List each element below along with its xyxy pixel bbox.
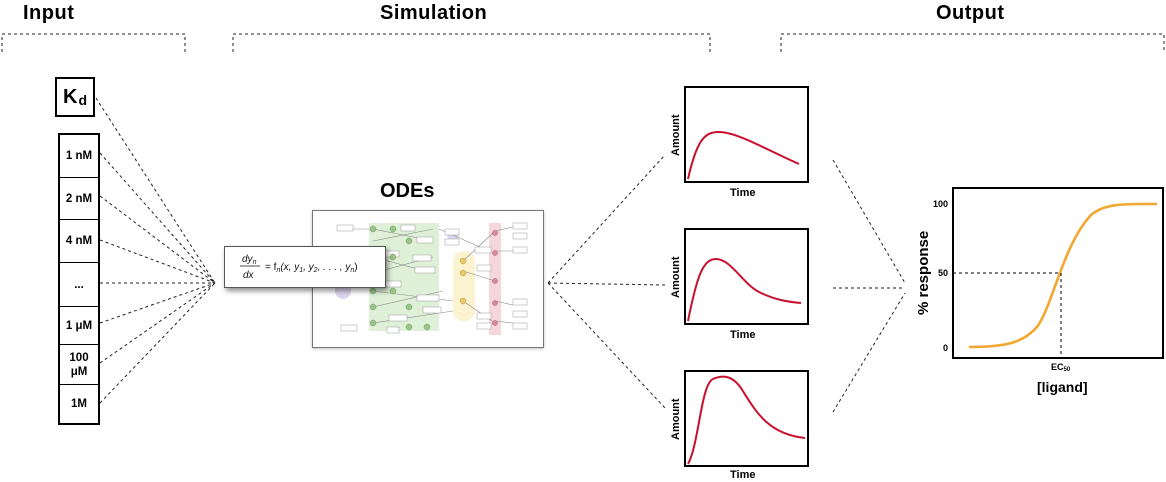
eq-rhs-start: = f xyxy=(265,262,277,273)
svg-text:EC50: EC50 xyxy=(1051,362,1071,373)
eq-args-1: 1 xyxy=(299,267,303,274)
eq-lhs-numerator: dy xyxy=(242,254,254,265)
eq-rhs-sub: n xyxy=(276,267,280,274)
time-course-curve xyxy=(687,375,806,465)
time-course-xlabel: Time xyxy=(730,469,755,481)
dose-response-plot: 100 50 0 % response EC50 [ligand] xyxy=(915,187,1164,395)
section-title-input: Input xyxy=(23,2,75,24)
ec50-label: EC xyxy=(1051,362,1064,372)
time-course-plot-2: Amount Time xyxy=(670,228,809,341)
bracket-output xyxy=(780,33,1165,52)
eq-args-start: (x, y xyxy=(280,262,300,273)
section-title-simulation: Simulation xyxy=(380,2,488,24)
time-course-ylabel: Amount xyxy=(670,256,682,298)
kd-label: K xyxy=(62,85,78,108)
time-course-curve xyxy=(687,130,800,180)
eq-args-n: n xyxy=(350,267,354,274)
concentration-item: 1 μM xyxy=(60,307,98,345)
concentration-item: 1 nM xyxy=(60,135,98,178)
eq-args-2: 2 xyxy=(313,267,318,274)
time-course-xlabel: Time xyxy=(730,329,755,341)
time-course-curve xyxy=(687,257,802,322)
time-course-xlabel: Time xyxy=(730,187,755,199)
eq-lhs-numerator-sub: n xyxy=(253,259,257,266)
kd-subscript: d xyxy=(78,92,87,108)
concentration-item: ... xyxy=(60,263,98,307)
time-course-plot-3: Amount Time xyxy=(670,370,809,481)
dose-response-ylabel: % response xyxy=(915,231,932,315)
bracket-simulation xyxy=(232,33,711,52)
concentration-list: 1 nM 2 nM 4 nM ... 1 μM 100 μM 1M xyxy=(58,133,100,425)
time-course-plot-1: Amount Time xyxy=(670,86,809,199)
eq-args-tail: , . . . , y xyxy=(318,262,352,273)
svg-text:= fn(x, y1, y2, . . . , yn): = fn(x, y1, y2, . . . , yn) xyxy=(265,262,358,274)
eq-lhs-denominator: dx xyxy=(243,270,255,281)
concentration-item: 1M xyxy=(71,398,87,410)
y-tick-100: 100 xyxy=(933,199,948,209)
eq-args-sep: , y xyxy=(303,262,315,273)
dose-response-curve xyxy=(968,202,1158,349)
dose-response-xlabel: [ligand] xyxy=(1037,379,1088,395)
eq-close: ) xyxy=(354,262,357,273)
concentration-item: 100 μM xyxy=(60,345,98,385)
ode-equation: dyn dx = fn(x, y1, y2, . . . , yn) xyxy=(240,254,358,281)
y-tick-50: 50 xyxy=(938,268,948,278)
section-title-output: Output xyxy=(936,2,1005,24)
time-course-ylabel: Amount xyxy=(670,398,682,440)
concentration-item: 2 nM xyxy=(60,178,98,220)
concentration-item: 4 nM xyxy=(60,220,98,263)
reaction-network-diagram xyxy=(312,210,544,348)
svg-text:dyn: dyn xyxy=(242,254,257,266)
time-course-ylabel: Amount xyxy=(670,114,682,156)
ec50-subscript: 50 xyxy=(1064,367,1071,373)
ode-equation-box: dyn dx = fn(x, y1, y2, . . . , yn) xyxy=(224,246,386,288)
y-tick-0: 0 xyxy=(943,343,948,353)
odes-title: ODEs xyxy=(380,180,435,202)
bracket-input xyxy=(1,33,186,52)
